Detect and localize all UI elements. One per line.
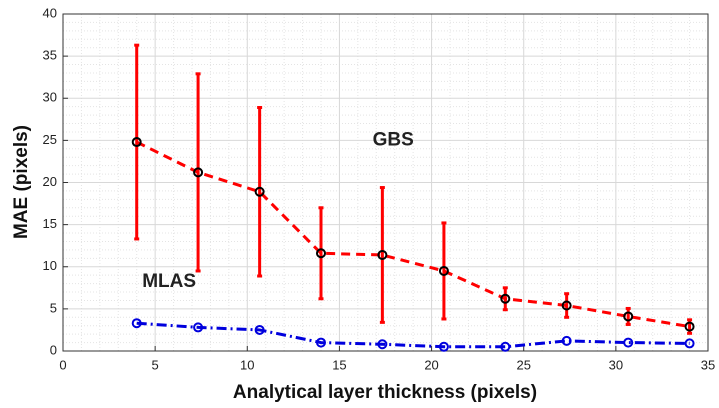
marker <box>254 324 265 335</box>
marker <box>623 337 634 348</box>
marker <box>623 311 634 322</box>
marker <box>377 249 388 260</box>
y-tick-label: 5 <box>50 300 57 315</box>
y-tick-label: 35 <box>43 48 57 63</box>
marker <box>684 338 695 349</box>
error-bar <box>379 186 385 324</box>
error-bar <box>318 206 324 301</box>
marker <box>561 300 572 311</box>
x-tick-label: 20 <box>424 357 438 372</box>
marker <box>316 248 326 259</box>
marker <box>500 341 511 352</box>
y-tick-label: 30 <box>43 90 57 105</box>
x-tick-label: 5 <box>152 357 159 372</box>
marker <box>131 318 142 329</box>
marker <box>193 167 204 178</box>
marker <box>500 293 511 304</box>
marker <box>254 186 265 197</box>
error-bar <box>441 221 447 321</box>
plot-frame <box>62 13 709 352</box>
marker <box>316 337 326 348</box>
marker <box>377 339 388 350</box>
y-tick-label: 10 <box>43 258 57 273</box>
x-tick-label: 30 <box>609 357 623 372</box>
marker <box>131 137 142 148</box>
y-tick-label: 20 <box>43 174 57 189</box>
y-tick-label: 40 <box>43 5 57 20</box>
x-tick-label: 25 <box>516 357 530 372</box>
x-tick-label: 35 <box>701 357 715 372</box>
marker <box>193 322 204 333</box>
marker <box>438 265 449 276</box>
marker <box>684 321 695 332</box>
y-tick-label: 0 <box>50 342 57 357</box>
series-line <box>136 321 690 349</box>
series-label: GBS <box>373 129 414 150</box>
x-tick-label: 10 <box>240 357 254 372</box>
y-tick-label: 15 <box>43 216 57 231</box>
x-tick-label: 0 <box>59 357 66 372</box>
series-label: MLAS <box>142 271 196 292</box>
x-axis-label: Analytical layer thickness (pixels) <box>233 382 537 403</box>
marker <box>438 341 449 352</box>
x-tick-label: 15 <box>332 357 346 372</box>
marker <box>561 335 572 346</box>
y-axis-label: MAE (pixels) <box>11 125 32 239</box>
error-bar <box>257 106 263 278</box>
y-tick-label: 25 <box>43 132 57 147</box>
error-bar <box>625 306 631 326</box>
